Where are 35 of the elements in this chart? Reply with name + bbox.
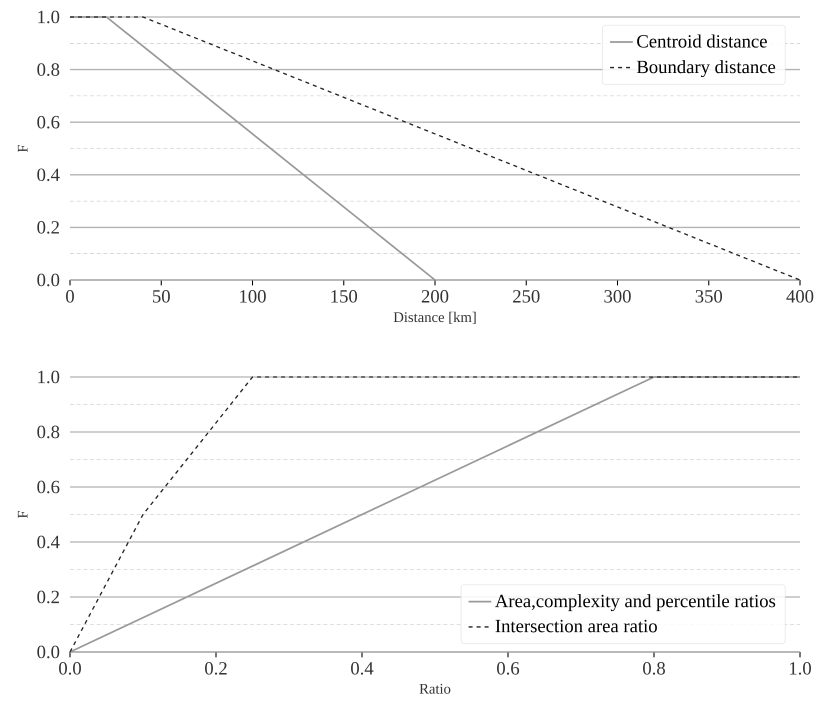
- legend-label: Centroid distance: [637, 34, 767, 48]
- y-tick-label: 1.0: [38, 10, 60, 24]
- x-tick-label: 100: [240, 290, 266, 303]
- x-tick-label: 300: [604, 290, 631, 303]
- y-tick-label: 0.6: [37, 116, 60, 129]
- y-tick-label: 0.0: [37, 274, 60, 286]
- y-tick-label: 0.8: [37, 63, 60, 76]
- x-tick-label: 0.4: [351, 662, 374, 675]
- x-tick-label: 200: [422, 290, 448, 303]
- x-tick-label: 0: [66, 290, 74, 303]
- x-tick-label: 0.8: [643, 662, 665, 675]
- y-tick-label: 0.6: [37, 480, 60, 494]
- x-tick-label: 0.2: [205, 662, 227, 675]
- x-tick-label: 350: [696, 290, 722, 303]
- x-tick-label: 0.0: [59, 662, 81, 675]
- y-axis-title: F: [18, 510, 28, 518]
- legend-label: Intersection area ratio: [496, 620, 657, 632]
- y-tick-label: 0.2: [37, 590, 59, 604]
- x-axis-title: Ratio: [420, 684, 450, 694]
- y-tick-label: 0.4: [37, 536, 60, 548]
- x-tick-label: 250: [513, 290, 540, 303]
- x-tick-label: 1.0: [790, 662, 811, 675]
- y-tick-label: 0.4: [37, 168, 60, 182]
- y-tick-label: 0.0: [37, 646, 60, 658]
- y-tick-label: 1.0: [38, 370, 60, 384]
- x-tick-label: 0.6: [497, 662, 520, 675]
- x-tick-label: 50: [153, 290, 170, 303]
- x-tick-label: 400: [786, 290, 814, 303]
- legend-label: Boundary distance: [636, 60, 776, 78]
- y-tick-label: 0.2: [37, 221, 59, 234]
- y-axis-title: F: [18, 144, 28, 152]
- x-axis-title: Distance [km]: [394, 312, 476, 324]
- y-tick-label: 0.8: [37, 426, 60, 438]
- x-tick-label: 150: [331, 290, 358, 303]
- legend-label: Area,complexity and percentile ratios: [495, 594, 776, 612]
